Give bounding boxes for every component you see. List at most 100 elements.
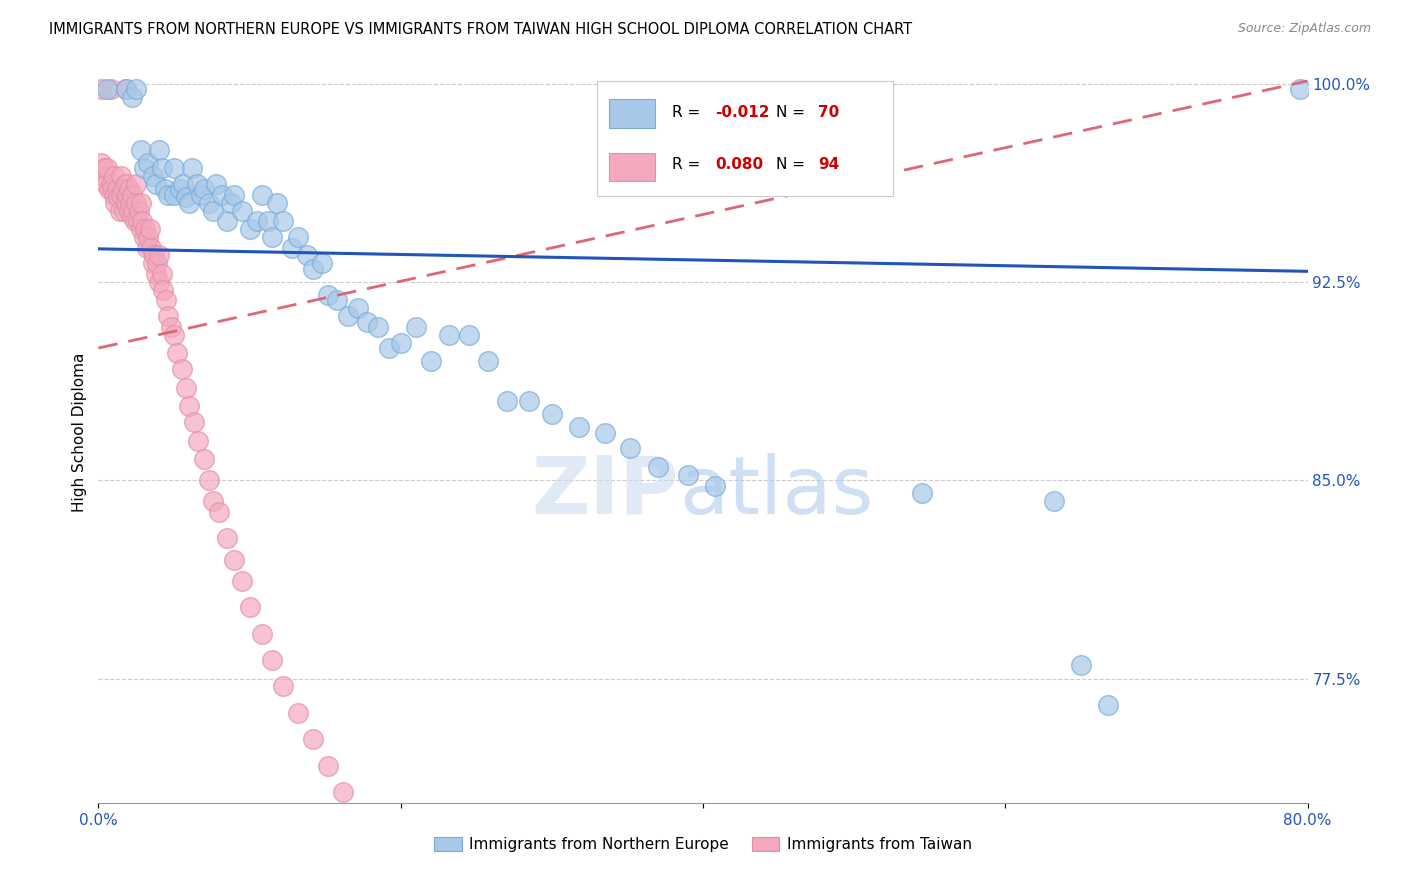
Point	[193, 182, 215, 196]
Text: 94: 94	[818, 157, 839, 172]
Point	[704, 478, 727, 492]
Text: Source: ZipAtlas.com: Source: ZipAtlas.com	[1237, 22, 1371, 36]
Point	[90, 156, 112, 170]
Point	[143, 248, 166, 262]
Point	[190, 187, 212, 202]
Point	[174, 381, 197, 395]
Point	[122, 203, 145, 218]
Point	[172, 177, 194, 191]
Point	[128, 203, 150, 218]
Point	[224, 552, 246, 566]
Point	[132, 161, 155, 176]
Point	[183, 415, 205, 429]
Point	[287, 706, 309, 720]
Point	[94, 177, 117, 191]
Point	[169, 182, 191, 196]
Point	[96, 82, 118, 96]
Point	[250, 626, 273, 640]
Point	[281, 240, 304, 255]
Point	[420, 354, 443, 368]
FancyBboxPatch shape	[609, 99, 655, 128]
Point	[112, 203, 135, 218]
Point	[136, 230, 159, 244]
Point	[174, 190, 197, 204]
Point	[145, 177, 167, 191]
Point	[262, 230, 284, 244]
Point	[593, 425, 616, 440]
Point	[202, 494, 225, 508]
Point	[205, 177, 228, 191]
Point	[477, 354, 499, 368]
Point	[145, 267, 167, 281]
Point	[389, 870, 412, 884]
Point	[179, 195, 201, 210]
Point	[118, 203, 141, 218]
FancyBboxPatch shape	[609, 153, 655, 181]
Text: N =: N =	[776, 157, 810, 172]
Point	[246, 214, 269, 228]
Point	[181, 161, 204, 176]
Point	[163, 327, 186, 342]
Point	[262, 653, 284, 667]
Point	[187, 434, 209, 448]
Point	[131, 214, 153, 228]
Point	[377, 341, 399, 355]
Point	[115, 187, 138, 202]
Point	[302, 261, 325, 276]
Text: 70: 70	[818, 104, 839, 120]
Point	[166, 346, 188, 360]
Point	[336, 310, 359, 324]
Point	[619, 442, 641, 456]
Point	[1070, 658, 1092, 673]
Point	[186, 177, 208, 191]
Text: R =: R =	[672, 157, 704, 172]
Point	[129, 222, 152, 236]
Point	[118, 182, 141, 196]
Point	[98, 182, 121, 196]
Point	[197, 473, 219, 487]
Point	[202, 203, 225, 218]
Point	[224, 187, 246, 202]
Point	[389, 335, 412, 350]
Point	[121, 187, 143, 202]
Point	[311, 256, 333, 270]
Point	[120, 195, 142, 210]
Point	[148, 143, 170, 157]
Point	[153, 182, 176, 196]
Point	[540, 407, 562, 421]
Point	[114, 195, 136, 210]
Point	[197, 195, 219, 210]
Point	[160, 319, 183, 334]
Point	[142, 256, 165, 270]
Point	[170, 362, 193, 376]
Point	[132, 230, 155, 244]
Point	[100, 82, 122, 96]
Point	[1042, 494, 1064, 508]
FancyBboxPatch shape	[596, 81, 893, 195]
Point	[134, 222, 156, 236]
Text: -0.012: -0.012	[716, 104, 769, 120]
Point	[100, 177, 122, 191]
Y-axis label: High School Diploma: High School Diploma	[72, 353, 87, 512]
Point	[125, 195, 148, 210]
Point	[517, 393, 540, 408]
Point	[142, 169, 165, 183]
Point	[114, 177, 136, 191]
Point	[568, 420, 591, 434]
Point	[271, 680, 294, 694]
Point	[125, 82, 148, 96]
Point	[93, 161, 115, 176]
Point	[150, 267, 173, 281]
Point	[91, 169, 114, 183]
Point	[347, 812, 370, 826]
Point	[221, 195, 243, 210]
Point	[302, 732, 325, 747]
Point	[90, 82, 112, 96]
Text: atlas: atlas	[679, 453, 873, 531]
Point	[141, 240, 163, 255]
Point	[367, 319, 389, 334]
Point	[271, 214, 294, 228]
Point	[156, 310, 179, 324]
Text: N =: N =	[776, 104, 810, 120]
Point	[495, 393, 517, 408]
